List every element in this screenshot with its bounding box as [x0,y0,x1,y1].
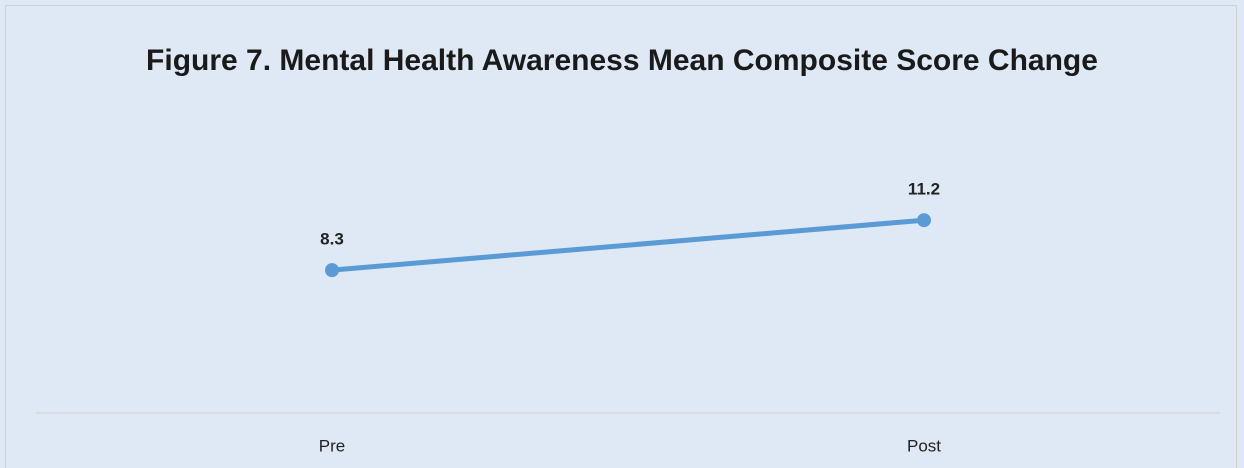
marker [917,213,931,228]
line [329,217,927,273]
data-label: 11.2 [908,180,940,199]
chart-title: Figure 7. Mental Health Awareness Mean C… [146,44,1098,77]
x-tick-label: Post [907,436,941,455]
marker [325,263,339,278]
x-tick-label: Pre [319,436,345,455]
data-label: 8.3 [320,230,344,249]
chart-frame [5,5,1237,468]
